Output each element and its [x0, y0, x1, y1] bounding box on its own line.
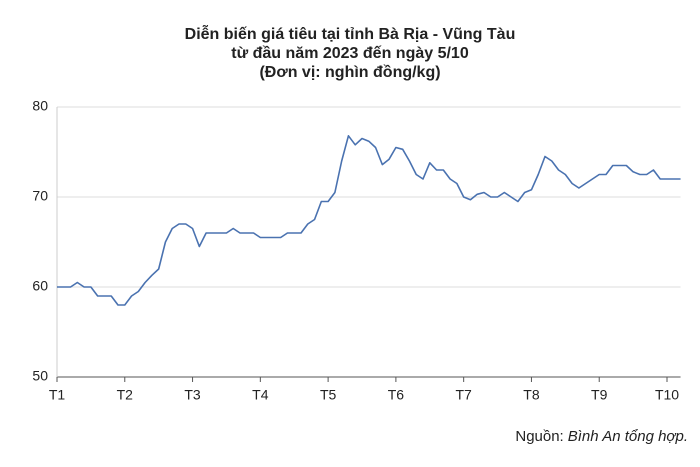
- y-tick-label: 80: [32, 98, 48, 114]
- x-tick-label: T1: [49, 387, 66, 403]
- x-tick-label: T7: [455, 387, 472, 403]
- x-tick-label: T8: [523, 387, 540, 403]
- chart-title: từ đầu năm 2023 đến ngày 5/10: [231, 45, 469, 62]
- x-tick-label: T9: [591, 387, 608, 403]
- y-tick-label: 70: [32, 188, 48, 204]
- x-tick-label: T2: [117, 387, 134, 403]
- chart-title: (Đơn vị: nghìn đồng/kg): [259, 64, 440, 81]
- y-tick-label: 50: [32, 368, 48, 384]
- source-note: Nguồn: Bình An tổng hợp.: [515, 428, 688, 445]
- source-label: Nguồn:: [515, 428, 564, 445]
- price-line: [57, 135, 681, 306]
- source-text: Bình An tổng hợp.: [567, 428, 688, 445]
- x-tick-label: T5: [320, 387, 337, 403]
- x-tick-label: T6: [388, 387, 405, 403]
- x-tick-label: T10: [655, 387, 679, 403]
- x-tick-label: T3: [184, 387, 201, 403]
- y-tick-label: 60: [32, 278, 48, 294]
- x-tick-label: T4: [252, 387, 269, 403]
- chart-title: Diễn biến giá tiêu tại tỉnh Bà Rịa - Vũn…: [185, 24, 516, 43]
